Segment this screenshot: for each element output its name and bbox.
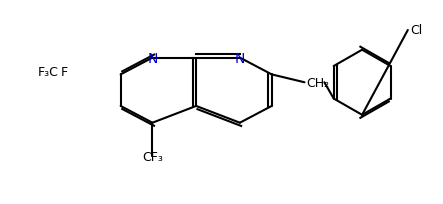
Text: N: N — [235, 51, 245, 65]
Text: Cl: Cl — [410, 24, 422, 37]
Text: CF₃: CF₃ — [142, 150, 163, 163]
Text: CH₂: CH₂ — [307, 76, 330, 89]
Text: N: N — [147, 51, 158, 65]
Text: F₃C: F₃C — [38, 66, 59, 79]
Text: F: F — [61, 66, 68, 79]
